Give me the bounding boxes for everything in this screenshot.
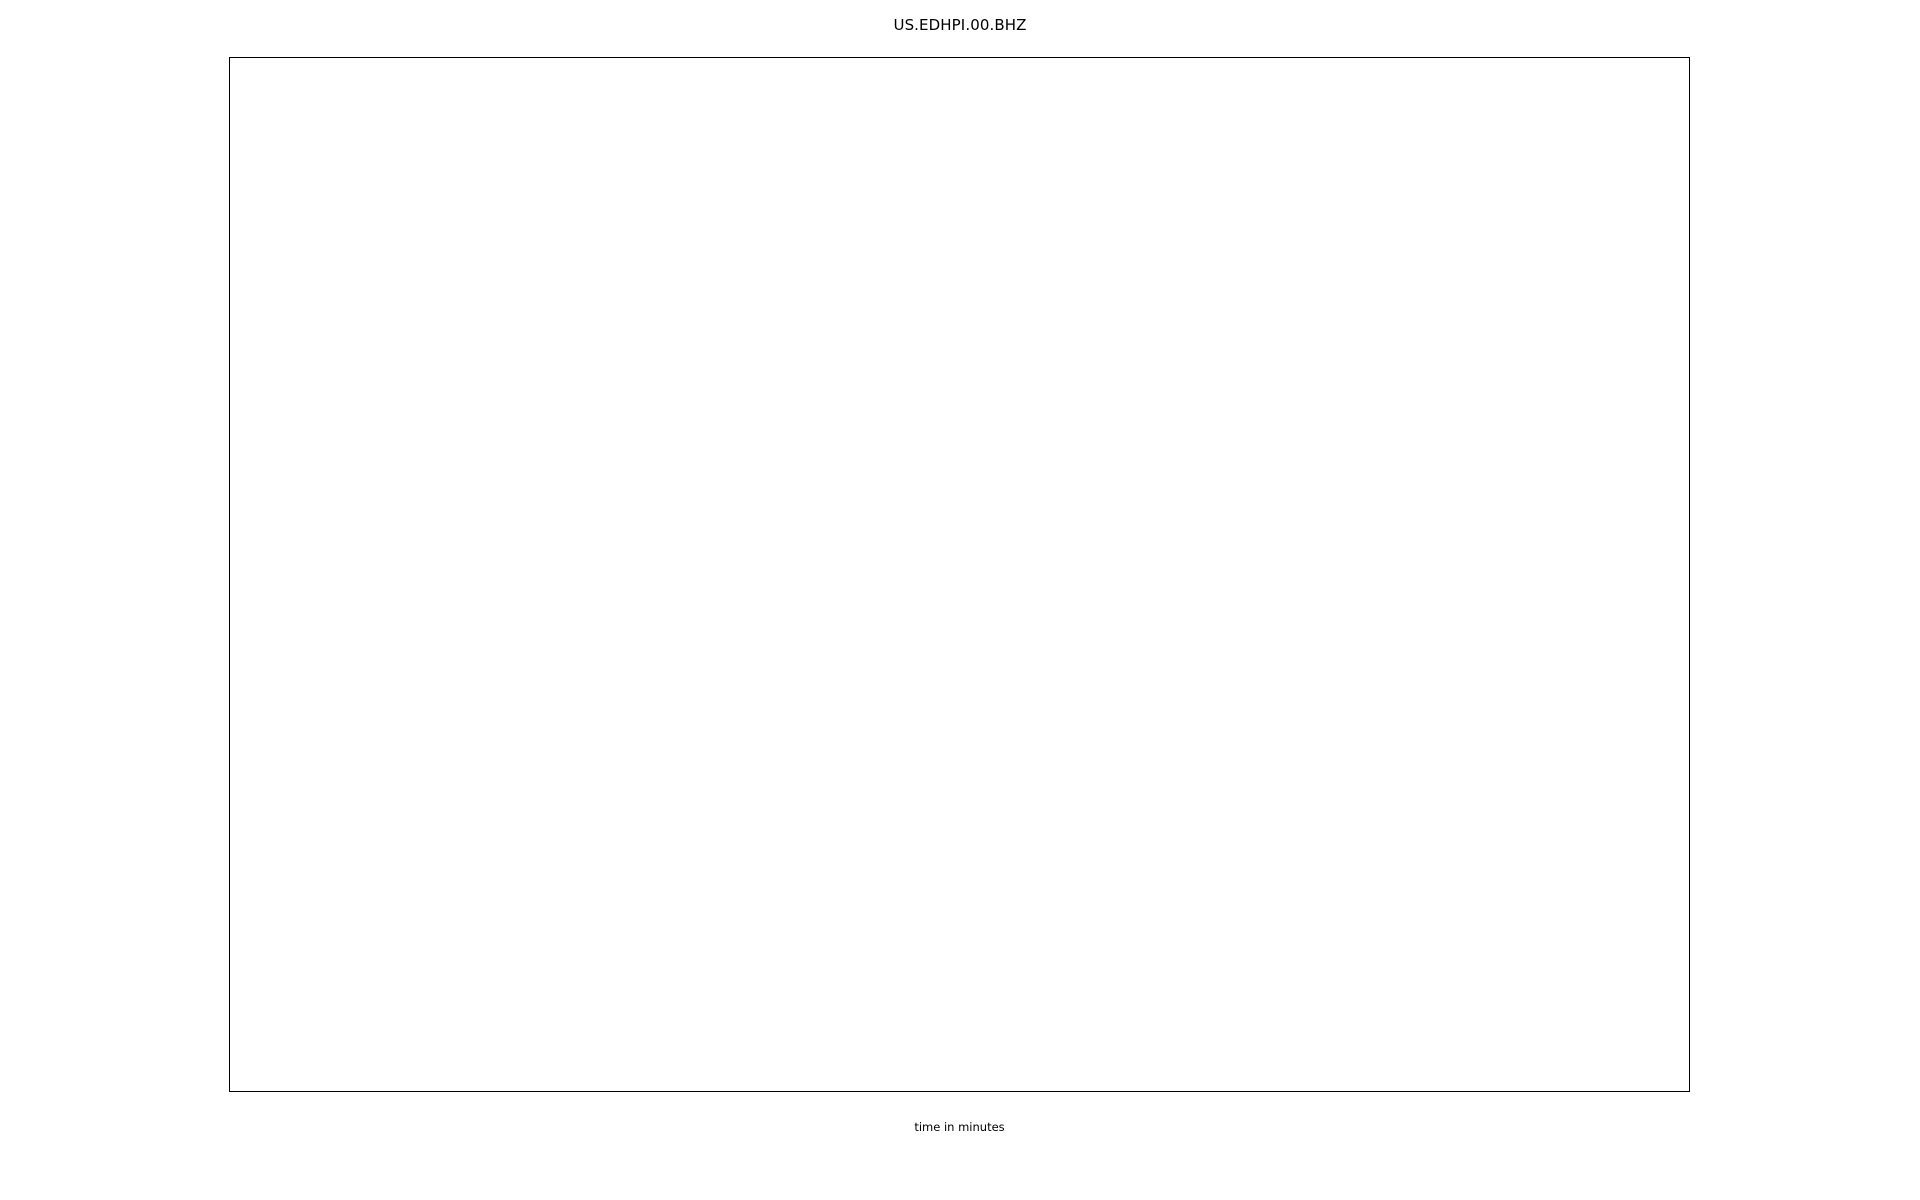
waveform-traces xyxy=(230,58,1691,1093)
page-title: US.EDHPI.00.BHZ xyxy=(893,16,1027,34)
x-axis-label: time in minutes xyxy=(914,1120,1005,1134)
plot-axes xyxy=(229,57,1691,1093)
